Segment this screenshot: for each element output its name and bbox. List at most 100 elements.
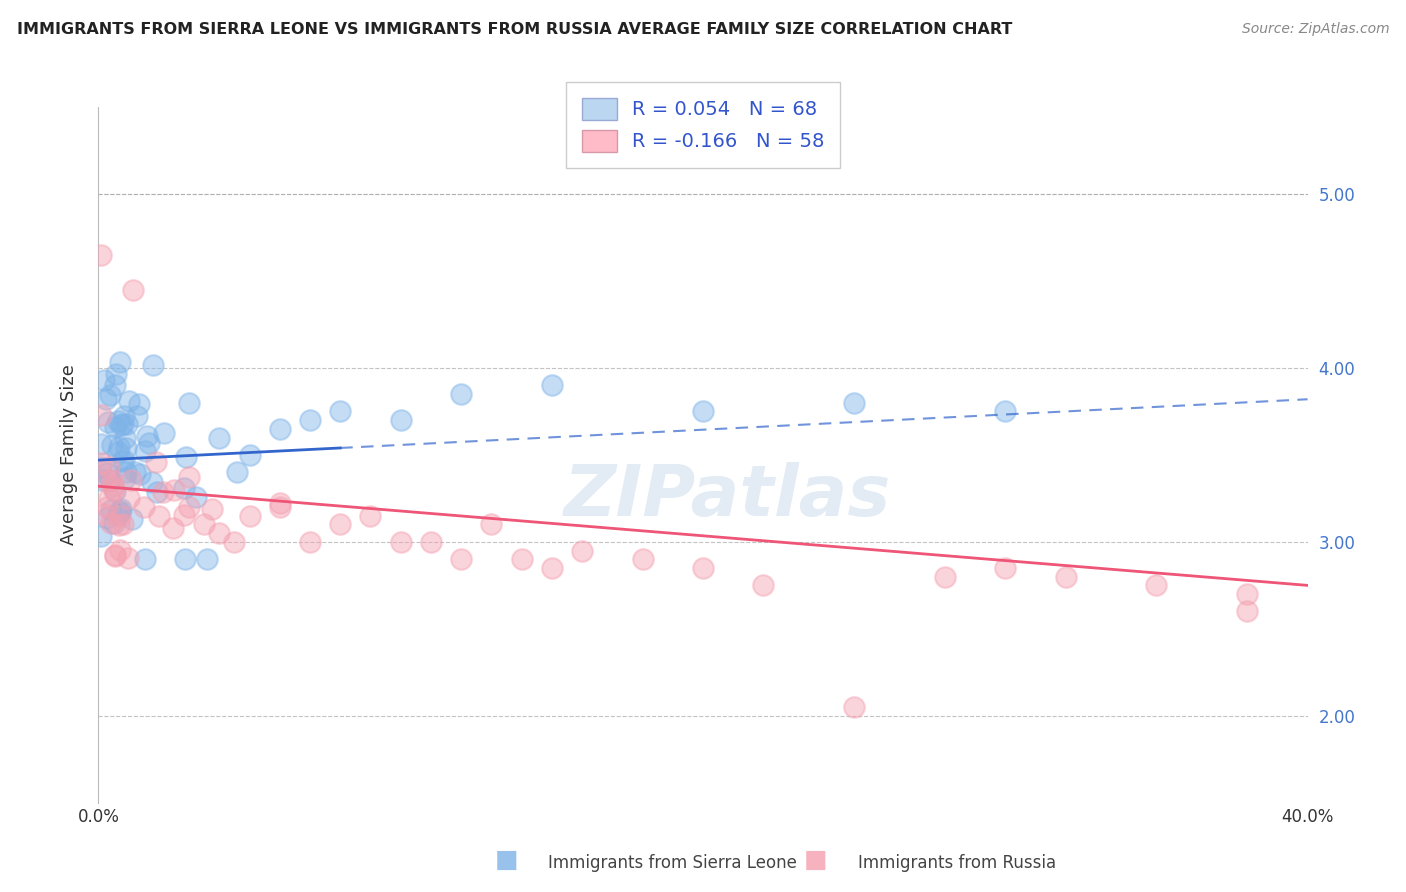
Point xyxy=(146,485,169,500)
Point xyxy=(134,444,156,458)
Point xyxy=(360,508,382,523)
Point xyxy=(329,517,352,532)
Point xyxy=(110,418,132,433)
Point xyxy=(844,395,866,409)
Point xyxy=(1144,578,1167,592)
Point xyxy=(269,500,291,514)
Point xyxy=(93,373,115,387)
Point xyxy=(148,508,170,523)
Point xyxy=(179,470,201,484)
Point xyxy=(752,578,775,592)
Point xyxy=(239,448,262,462)
Point xyxy=(96,511,118,525)
Point xyxy=(481,517,503,532)
Point xyxy=(128,467,150,482)
Point xyxy=(692,561,714,575)
Point xyxy=(132,500,155,514)
Point xyxy=(195,552,218,566)
Point xyxy=(450,552,472,566)
Point xyxy=(96,474,118,488)
Point xyxy=(96,466,118,480)
Point xyxy=(120,473,142,487)
Point xyxy=(142,358,165,372)
Point xyxy=(108,508,131,523)
Point xyxy=(179,395,201,409)
Point xyxy=(107,507,129,521)
Point xyxy=(104,483,127,498)
Point xyxy=(201,501,224,516)
Point xyxy=(98,388,121,402)
Point xyxy=(101,473,124,487)
Point xyxy=(114,470,136,484)
Point xyxy=(193,517,215,532)
Point xyxy=(225,465,247,479)
Point xyxy=(844,700,866,714)
Text: Immigrants from Russia: Immigrants from Russia xyxy=(858,855,1056,872)
Y-axis label: Average Family Size: Average Family Size xyxy=(59,365,77,545)
Point xyxy=(108,542,131,557)
Text: ZIPatlas: ZIPatlas xyxy=(564,462,891,531)
Point xyxy=(107,517,129,532)
Text: ■: ■ xyxy=(804,848,827,872)
Point xyxy=(389,413,412,427)
Point xyxy=(163,483,186,497)
Point xyxy=(103,483,125,497)
Point xyxy=(174,552,197,566)
Point xyxy=(179,500,201,514)
Point xyxy=(510,552,533,566)
Point xyxy=(90,437,112,451)
Point xyxy=(994,404,1017,418)
Point xyxy=(934,570,956,584)
Point xyxy=(97,415,120,429)
Point xyxy=(104,549,127,563)
Point xyxy=(450,387,472,401)
Point xyxy=(90,456,112,470)
Point xyxy=(389,534,412,549)
Point xyxy=(117,417,139,432)
Point xyxy=(101,438,124,452)
Point xyxy=(128,397,150,411)
Point xyxy=(136,429,159,443)
Point xyxy=(134,552,156,566)
Point xyxy=(90,529,112,543)
Point xyxy=(111,453,134,467)
Point xyxy=(184,490,207,504)
Point xyxy=(94,392,117,406)
Point xyxy=(1236,605,1258,619)
Text: ■: ■ xyxy=(495,848,517,872)
Point xyxy=(329,404,352,418)
Point xyxy=(96,500,118,514)
Point xyxy=(104,420,127,434)
Point xyxy=(1054,570,1077,584)
Legend: R = 0.054   N = 68, R = -0.166   N = 58: R = 0.054 N = 68, R = -0.166 N = 58 xyxy=(567,82,839,168)
Point xyxy=(90,473,112,487)
Point xyxy=(224,534,246,549)
Point xyxy=(269,496,291,510)
Point xyxy=(420,534,443,549)
Point xyxy=(141,475,163,489)
Point xyxy=(110,501,132,516)
Point xyxy=(108,440,131,454)
Point xyxy=(173,481,195,495)
Point xyxy=(104,367,127,381)
Point xyxy=(110,354,132,368)
Point xyxy=(103,516,125,530)
Point xyxy=(239,508,262,523)
Point xyxy=(100,503,122,517)
Point xyxy=(1236,587,1258,601)
Point xyxy=(104,378,127,392)
Text: Source: ZipAtlas.com: Source: ZipAtlas.com xyxy=(1241,22,1389,37)
Point xyxy=(121,283,143,297)
Point xyxy=(93,508,115,522)
Point xyxy=(111,417,134,432)
Point xyxy=(90,248,112,262)
Point xyxy=(110,504,132,518)
Point xyxy=(90,460,112,475)
Point xyxy=(90,408,112,422)
Point xyxy=(111,517,134,532)
Point xyxy=(98,460,121,475)
Point xyxy=(104,548,127,562)
Point xyxy=(101,479,124,493)
Point xyxy=(118,393,141,408)
Point xyxy=(114,431,136,445)
